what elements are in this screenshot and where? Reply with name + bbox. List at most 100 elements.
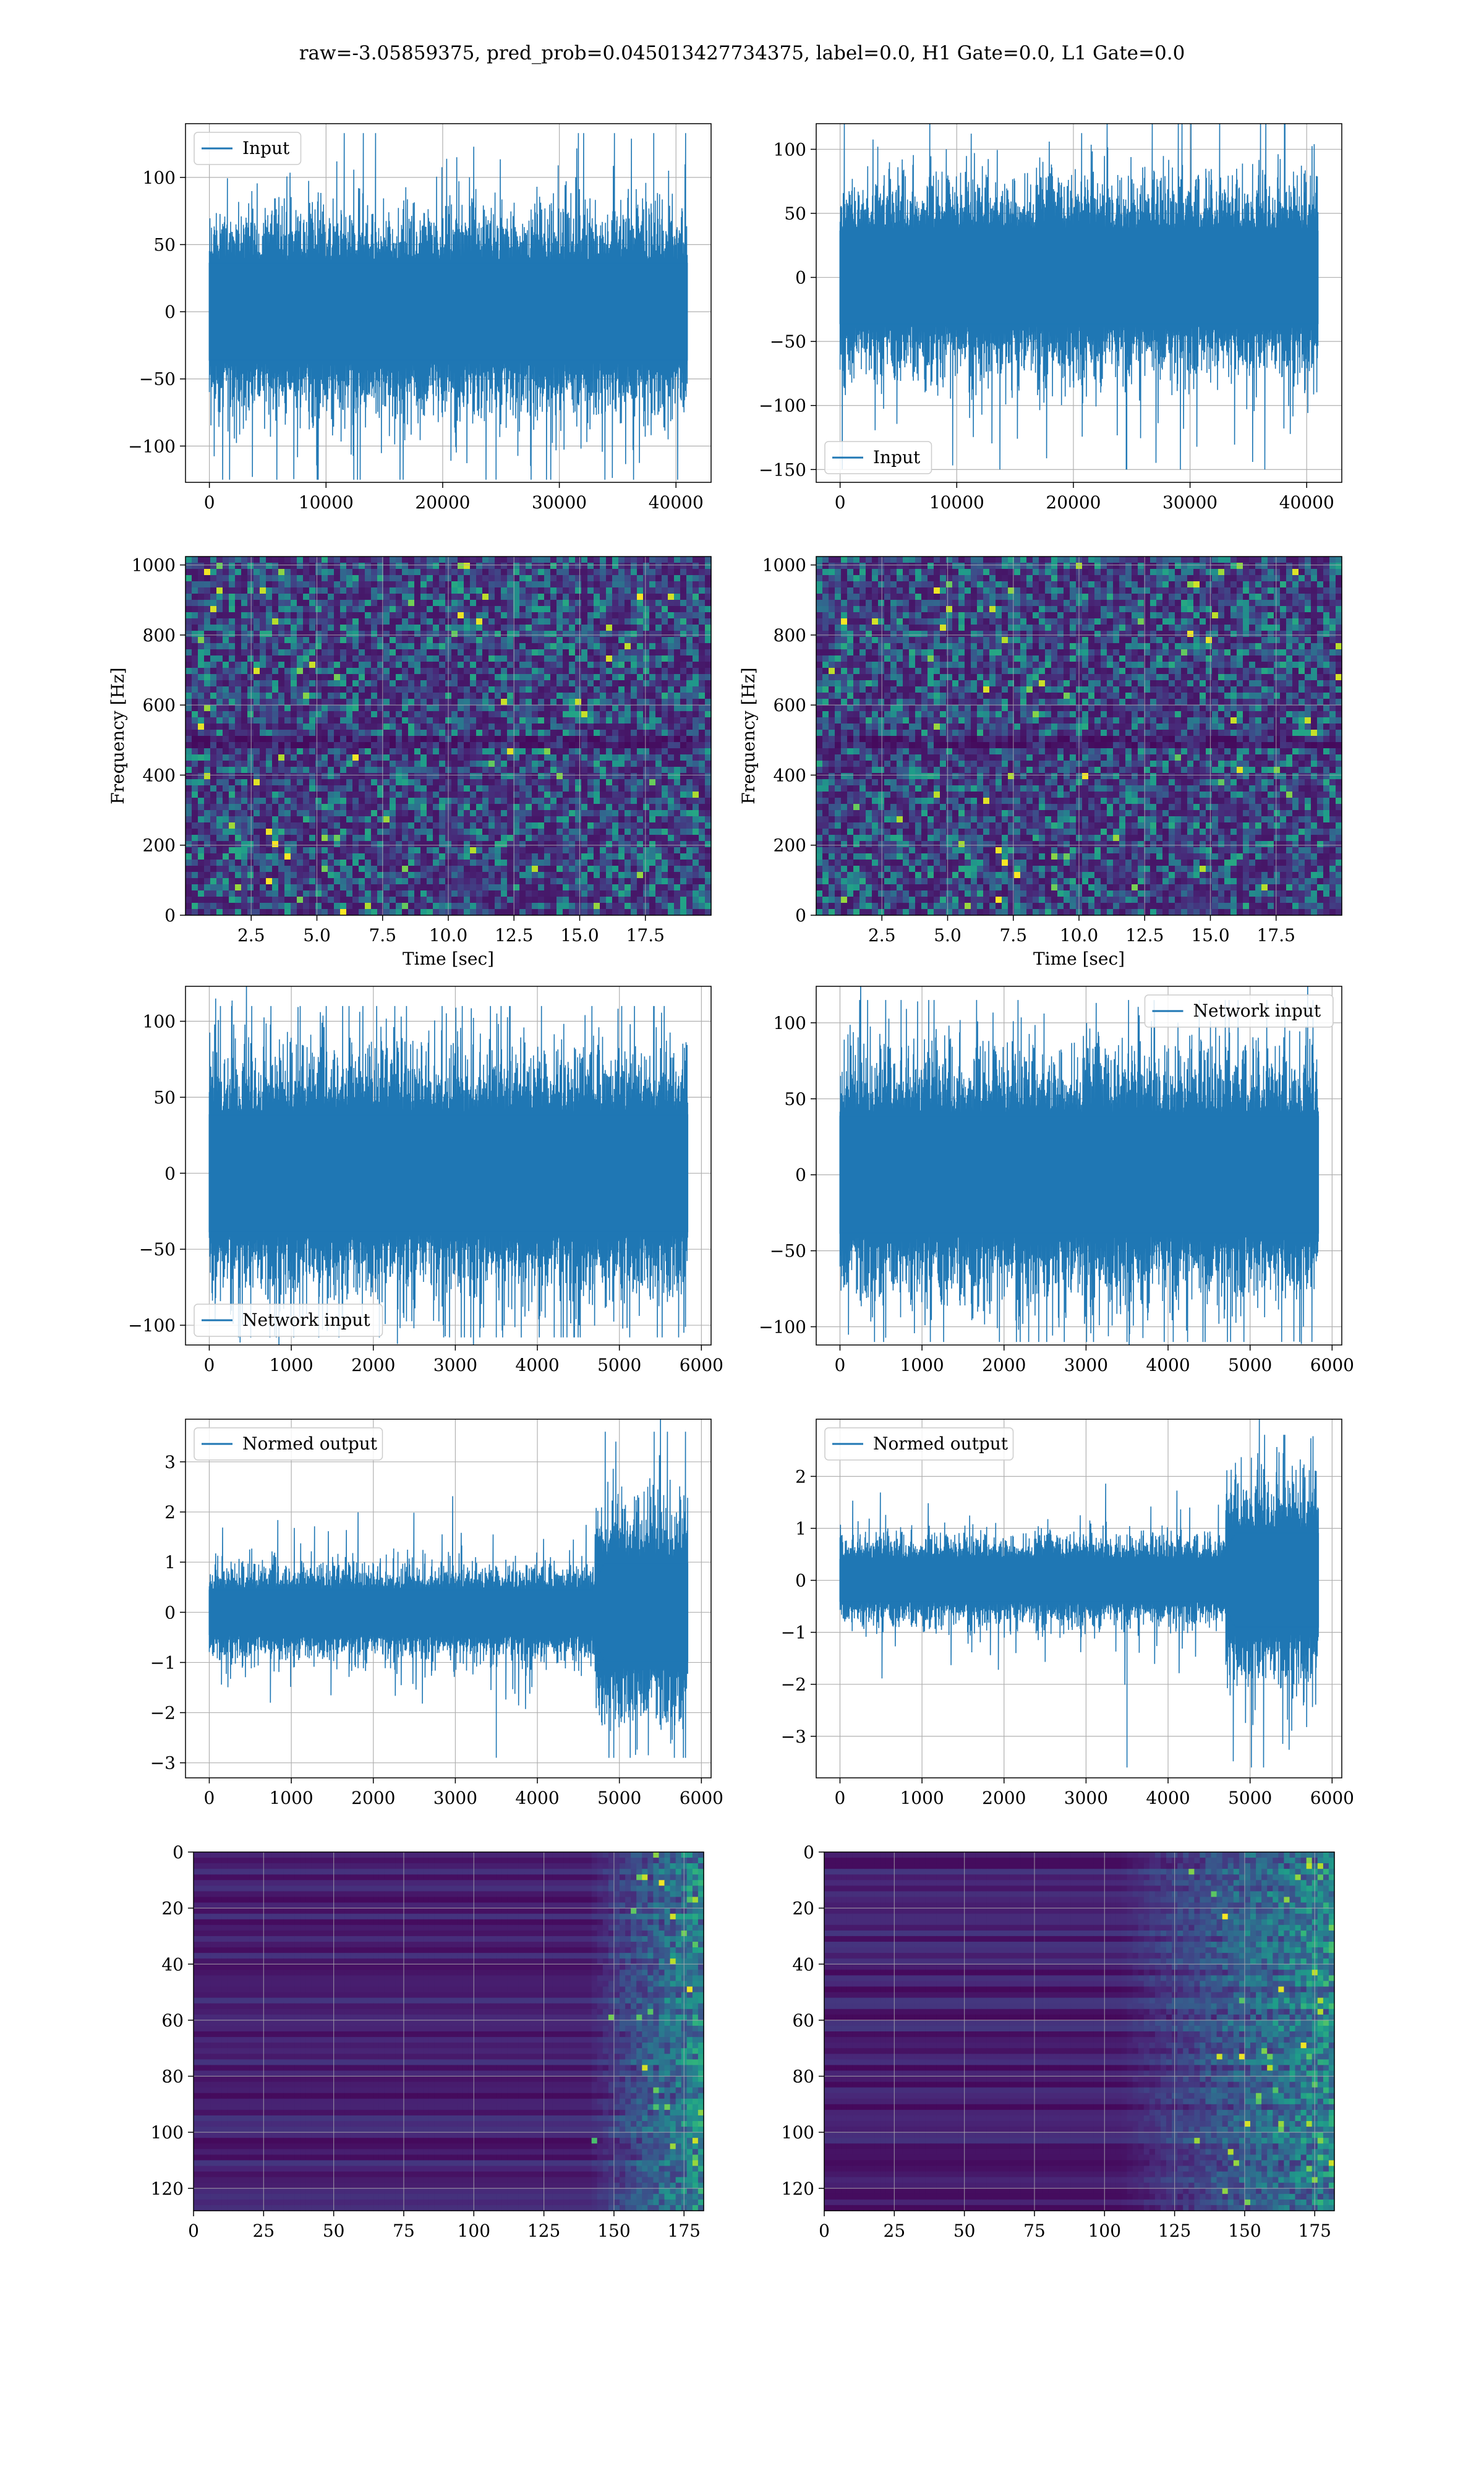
heatmap-cell [563, 625, 569, 631]
heatmap-cell [210, 829, 217, 835]
chart-input-h1: 010000200003000040000−100−50050100Input [128, 124, 711, 513]
heatmap-cell [532, 631, 539, 638]
heatmap-cell [649, 668, 656, 675]
heatmap-cell [482, 829, 489, 835]
heatmap-cell [563, 662, 569, 668]
heatmap-cell [686, 680, 693, 687]
heatmap-cell [476, 798, 483, 805]
heatmap-cell [625, 884, 631, 891]
heatmap-cell [680, 649, 687, 656]
heatmap-cell [705, 557, 712, 563]
heatmap-cell [297, 785, 304, 792]
heatmap-cell [470, 693, 477, 699]
heatmap-cell [526, 674, 532, 681]
heatmap-cell [359, 705, 365, 712]
heatmap-cell [532, 594, 539, 600]
heatmap-cell [334, 655, 341, 662]
heatmap-cell [544, 779, 551, 786]
heatmap-cell [272, 730, 279, 736]
heatmap-cell [334, 600, 341, 607]
heatmap-cell [204, 693, 211, 699]
heatmap-cell [439, 711, 446, 718]
heatmap-cell [371, 717, 378, 724]
heatmap-cell [192, 853, 198, 860]
heatmap-cell [699, 594, 706, 600]
heatmap-cell [686, 767, 693, 774]
heatmap-cell [235, 557, 242, 563]
heatmap-cell [674, 816, 681, 823]
heatmap-cell [254, 829, 260, 835]
heatmap-cell [427, 767, 433, 774]
heatmap-cell [606, 816, 613, 823]
heatmap-cell [618, 822, 625, 829]
heatmap-cell [371, 643, 378, 650]
heatmap-cell [186, 631, 192, 638]
heatmap-cell [414, 655, 421, 662]
heatmap-cell [365, 680, 372, 687]
heatmap-cell [526, 655, 532, 662]
heatmap-cell [476, 736, 483, 743]
heatmap-cell [303, 779, 310, 786]
heatmap-cell [334, 816, 341, 823]
heatmap-cell [501, 890, 508, 897]
heatmap-cell [519, 829, 526, 835]
heatmap-cell [488, 748, 495, 755]
heatmap-cell [581, 575, 588, 582]
heatmap-cell [198, 810, 205, 817]
heatmap-cell [402, 699, 409, 706]
heatmap-cell [526, 890, 532, 897]
heatmap-cell [550, 730, 557, 736]
heatmap-cell [359, 711, 365, 718]
heatmap-cell [297, 680, 304, 687]
heatmap-cell [563, 773, 569, 780]
heatmap-cell [612, 705, 619, 712]
heatmap-cell [693, 631, 699, 638]
heatmap-cell [210, 890, 217, 897]
heatmap-cell [433, 699, 440, 706]
heatmap-cell [210, 792, 217, 798]
heatmap-cell [371, 662, 378, 668]
heatmap-cell [451, 798, 458, 805]
heatmap-cell [278, 631, 285, 638]
heatmap-cell [383, 835, 390, 842]
heatmap-cell [606, 662, 613, 668]
heatmap-cell [606, 847, 613, 854]
heatmap-cell [414, 606, 421, 613]
heatmap-cell [204, 674, 211, 681]
heatmap-cell [655, 643, 662, 650]
heatmap-cell [371, 754, 378, 761]
heatmap-cell [433, 909, 440, 916]
heatmap-cell [315, 860, 322, 866]
heatmap-cell [223, 711, 229, 718]
heatmap-cell [383, 909, 390, 916]
heatmap-cell [482, 705, 489, 712]
heatmap-cell [340, 643, 347, 650]
heatmap-cell [210, 730, 217, 736]
heatmap-cell [297, 835, 304, 842]
heatmap-cell [396, 730, 403, 736]
heatmap-cell [414, 804, 421, 811]
heatmap-cell [655, 662, 662, 668]
heatmap-cell [352, 742, 359, 749]
heatmap-cell [643, 705, 650, 712]
heatmap-cell [637, 581, 644, 588]
heatmap-cell [315, 587, 322, 594]
heatmap-cell [581, 872, 588, 879]
heatmap-cell [334, 779, 341, 786]
heatmap-cell [686, 903, 693, 910]
heatmap-cell [303, 600, 310, 607]
heatmap-cell [204, 637, 211, 644]
heatmap-cell [396, 742, 403, 749]
heatmap-cell [563, 742, 569, 749]
heatmap-cell [482, 816, 489, 823]
heatmap-cell [488, 693, 495, 699]
heatmap-cell [291, 730, 297, 736]
heatmap-cell [433, 785, 440, 792]
heatmap-cell [365, 829, 372, 835]
heatmap-cell [581, 767, 588, 774]
heatmap-cell [433, 631, 440, 638]
heatmap-cell [470, 618, 477, 625]
heatmap-cell [488, 625, 495, 631]
heatmap-cell [334, 835, 341, 842]
heatmap-cell [247, 631, 254, 638]
